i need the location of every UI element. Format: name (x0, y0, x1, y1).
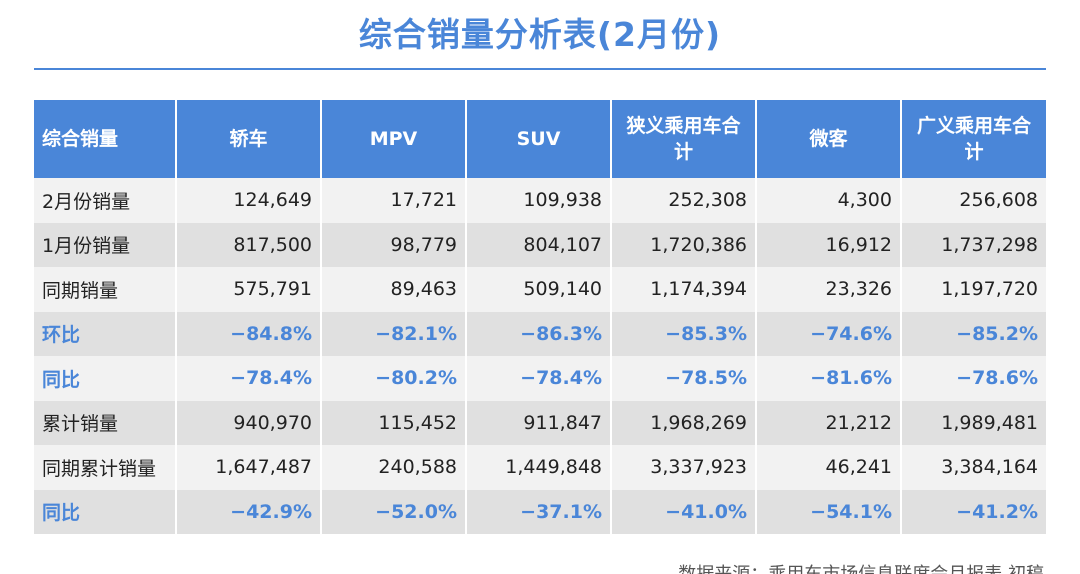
table-cell: 1,737,298 (901, 222, 1046, 267)
table-row: 1月份销量 817,500 98,779 804,107 1,720,386 16,912… (34, 222, 1046, 267)
column-header: 狭义乘用车合计 (611, 100, 757, 178)
column-header: 综合销量 (34, 100, 177, 178)
table-row: 同期销量 575,791 89,463 509,140 1,174,394 23,326 1… (34, 267, 1046, 312)
table-cell: 804,107 (466, 222, 612, 267)
table-cell: −41.2% (901, 489, 1046, 534)
table-cell: −86.3% (466, 311, 612, 356)
table-cell: 46,241 (756, 445, 902, 490)
table-cell: 1,174,394 (611, 267, 757, 312)
table-cell: −78.4% (176, 356, 322, 401)
table-cell: −80.2% (321, 356, 467, 401)
table-cell: −74.6% (756, 311, 902, 356)
table-cell: −78.5% (611, 356, 757, 401)
table-cell: −82.1% (321, 311, 467, 356)
table-cell: 3,337,923 (611, 445, 757, 490)
table-row: 同期累计销量 1,647,487 240,588 1,449,848 3,337,923… (34, 445, 1046, 490)
table-cell: −54.1% (756, 489, 902, 534)
table-cell: 21,212 (756, 400, 902, 445)
column-header: 微客 (756, 100, 902, 178)
table-cell: 1,449,848 (466, 445, 612, 490)
table-row: 同比 −42.9% −52.0% −37.1% −41.0% −54.1% −41.2% (34, 489, 1046, 534)
page-title: 综合销量分析表(2月份) (358, 15, 722, 54)
title-divider (34, 68, 1046, 70)
row-label: 累计销量 (34, 400, 177, 445)
table-cell: 911,847 (466, 400, 612, 445)
table-cell: 89,463 (321, 267, 467, 312)
row-label: 同比 (34, 356, 177, 401)
table-cell: 1,197,720 (901, 267, 1046, 312)
sales-table: 综合销量 轿车 MPV SUV 狭义乘用车合计 微客 广义乘用车合计 2月份销量… (34, 100, 1046, 534)
table-cell: −52.0% (321, 489, 467, 534)
table-cell: 1,968,269 (611, 400, 757, 445)
column-header: 广义乘用车合计 (901, 100, 1046, 178)
table-cell: 1,647,487 (176, 445, 322, 490)
table-cell: −42.9% (176, 489, 322, 534)
table-cell: 98,779 (321, 222, 467, 267)
table-cell: 817,500 (176, 222, 322, 267)
table-cell: 252,308 (611, 178, 757, 223)
table-cell: 4,300 (756, 178, 902, 223)
table-cell: −41.0% (611, 489, 757, 534)
table-cell: −78.6% (901, 356, 1046, 401)
table-cell: 23,326 (756, 267, 902, 312)
table-cell: −85.3% (611, 311, 757, 356)
table-cell: 124,649 (176, 178, 322, 223)
row-label: 1月份销量 (34, 222, 177, 267)
table-cell: −37.1% (466, 489, 612, 534)
column-header: 轿车 (176, 100, 322, 178)
table-row: 同比 −78.4% −80.2% −78.4% −78.5% −81.6% −78.6% (34, 356, 1046, 401)
table-cell: 1,720,386 (611, 222, 757, 267)
table-row: 2月份销量 124,649 17,721 109,938 252,308 4,300 256… (34, 178, 1046, 223)
column-header: SUV (466, 100, 612, 178)
table-cell: 940,970 (176, 400, 322, 445)
table-header-row: 综合销量 轿车 MPV SUV 狭义乘用车合计 微客 广义乘用车合计 (34, 100, 1046, 178)
column-header: MPV (321, 100, 467, 178)
table-cell: 109,938 (466, 178, 612, 223)
table-row: 环比 −84.8% −82.1% −86.3% −85.3% −74.6% −85.2% (34, 311, 1046, 356)
row-label: 环比 (34, 311, 177, 356)
row-label: 2月份销量 (34, 178, 177, 223)
table-cell: −84.8% (176, 311, 322, 356)
table-cell: 3,384,164 (901, 445, 1046, 490)
table-cell: −78.4% (466, 356, 612, 401)
table-cell: 115,452 (321, 400, 467, 445)
row-label: 同期销量 (34, 267, 177, 312)
row-label: 同期累计销量 (34, 445, 177, 490)
table-cell: 1,989,481 (901, 400, 1046, 445)
table-cell: 256,608 (901, 178, 1046, 223)
table-cell: 240,588 (321, 445, 467, 490)
table-cell: 509,140 (466, 267, 612, 312)
table-cell: −81.6% (756, 356, 902, 401)
table-cell: 17,721 (321, 178, 467, 223)
table-row: 累计销量 940,970 115,452 911,847 1,968,269 21,212… (34, 400, 1046, 445)
table-cell: 16,912 (756, 222, 902, 267)
source-note: 数据来源：乘用车市场信息联席会月报表 初稿 (678, 560, 1044, 574)
table-cell: 575,791 (176, 267, 322, 312)
table-cell: −85.2% (901, 311, 1046, 356)
row-label: 同比 (34, 489, 177, 534)
table-body: 2月份销量 124,649 17,721 109,938 252,308 4,300 256… (34, 178, 1046, 534)
